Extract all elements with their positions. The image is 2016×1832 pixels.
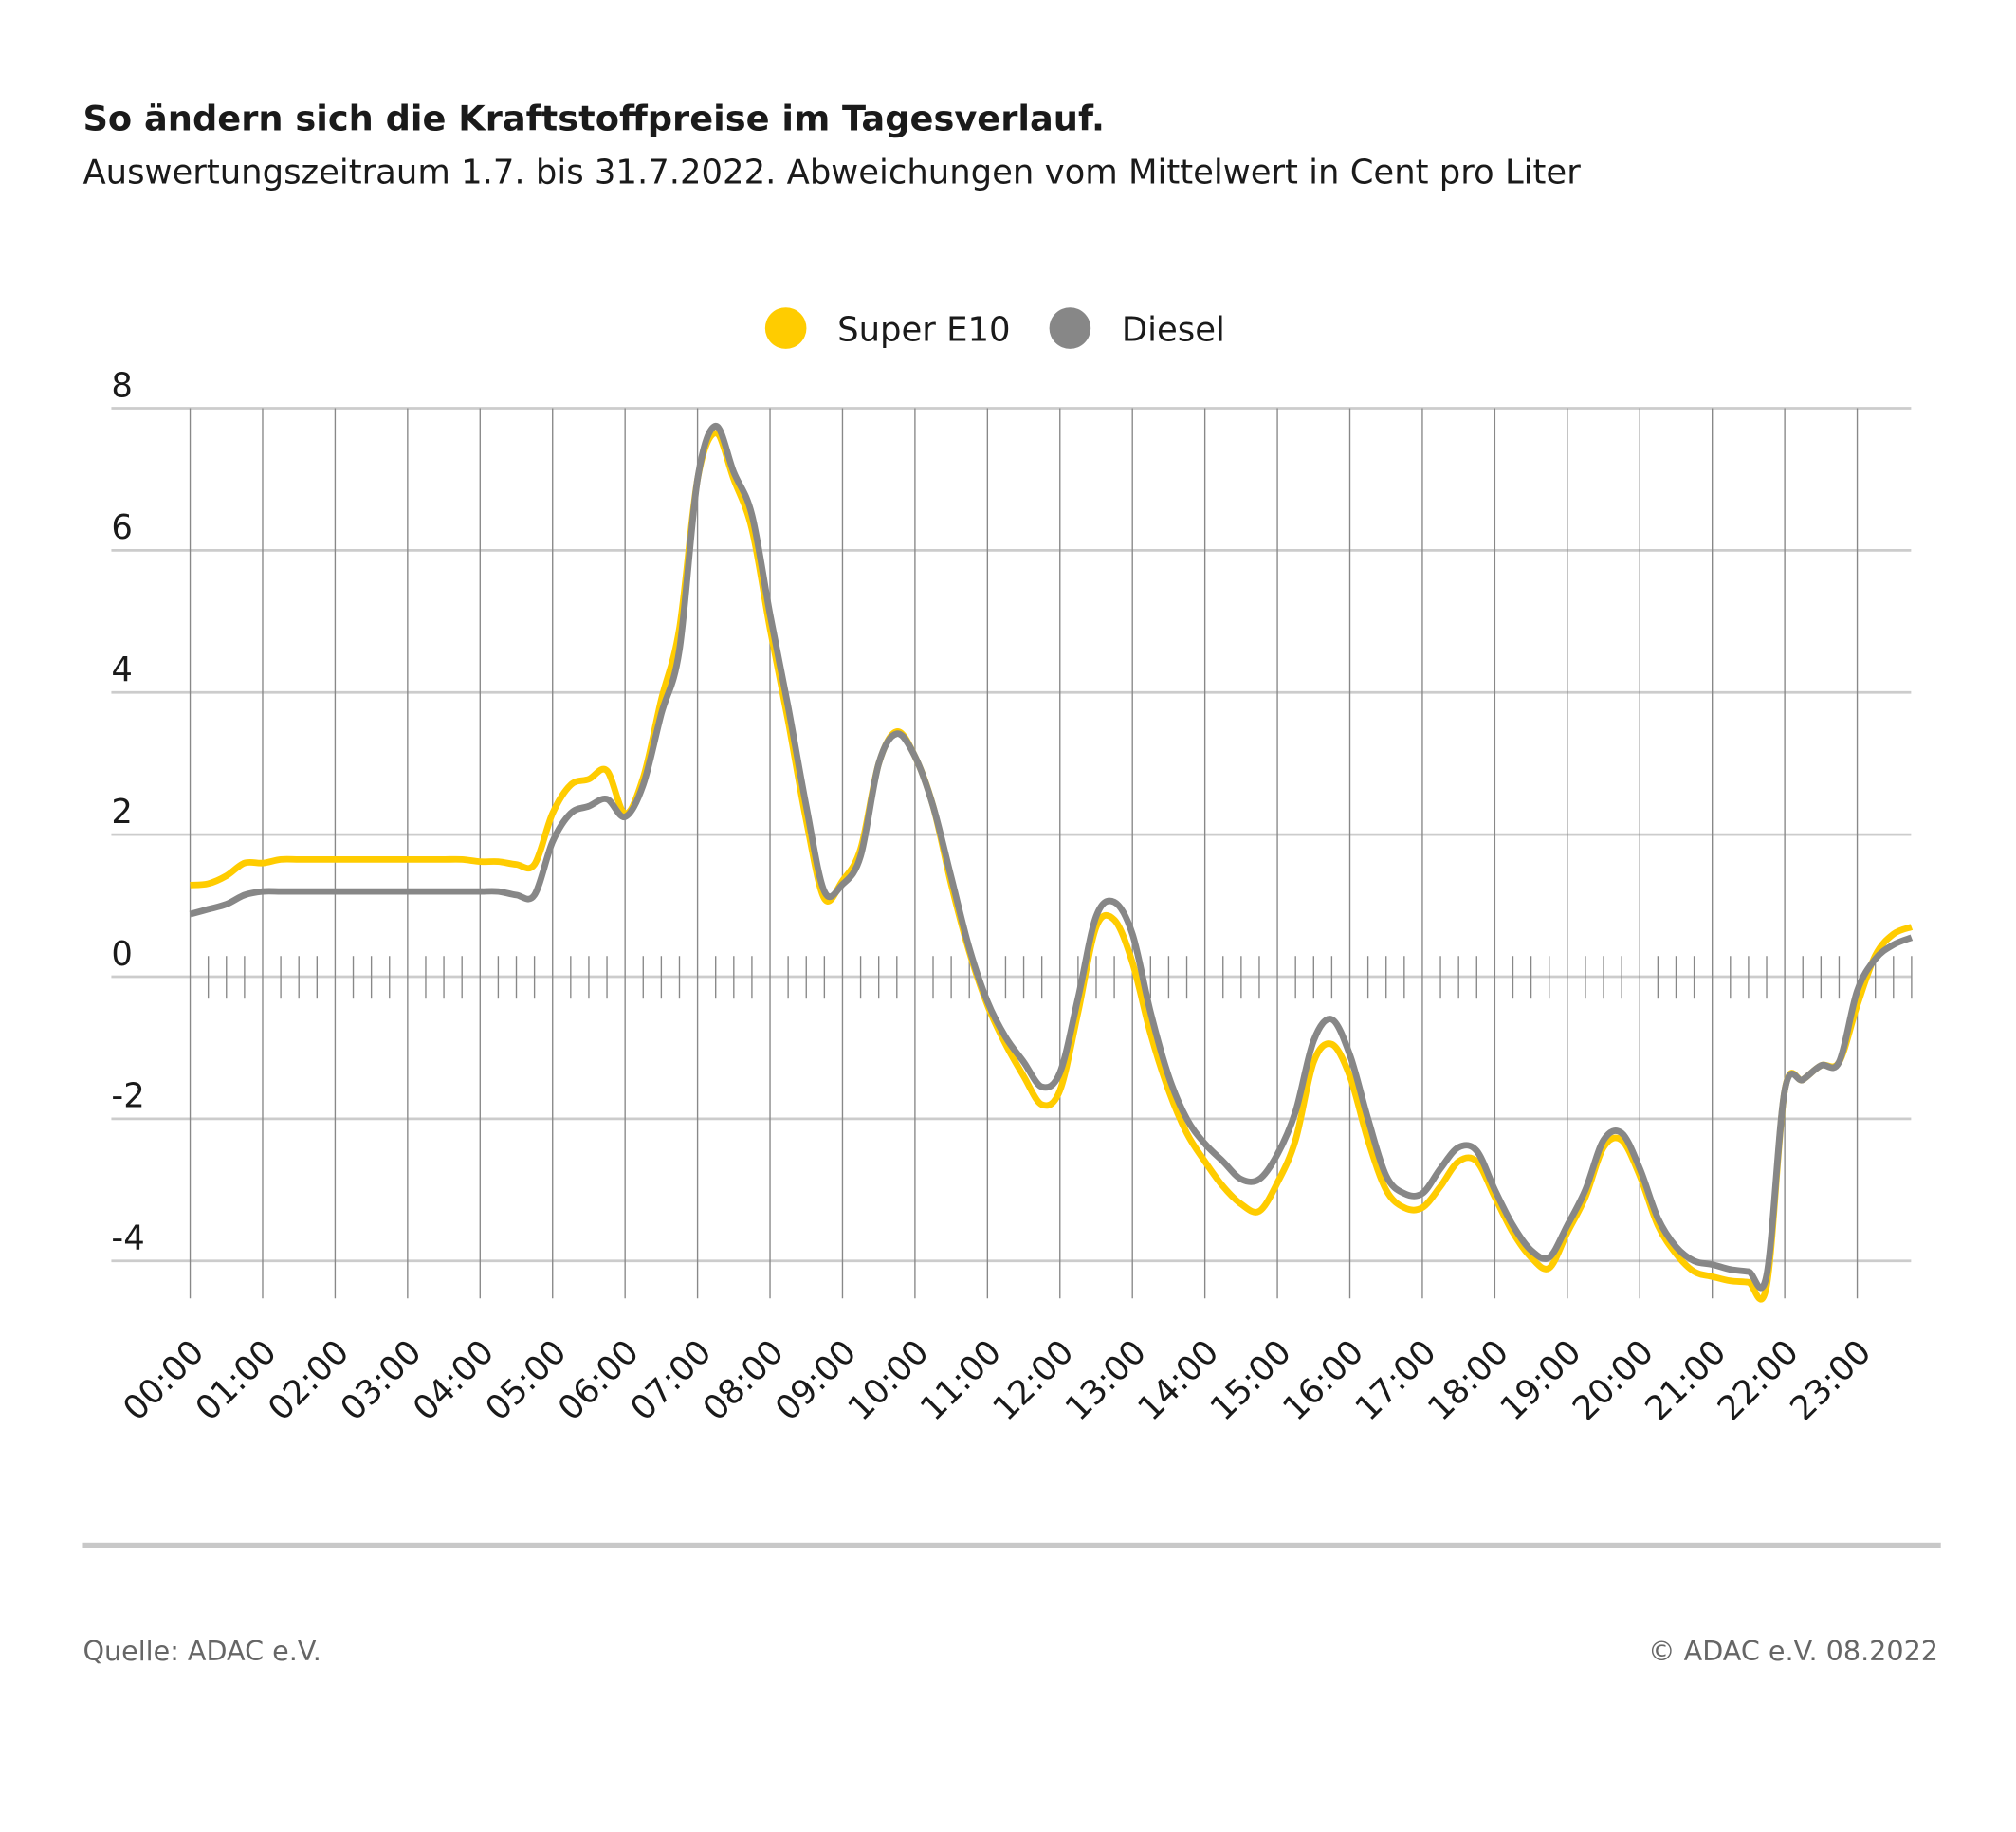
x-tick-label: 20:00 (1566, 1332, 1661, 1428)
x-tick-label: 15:00 (1203, 1332, 1299, 1428)
x-tick-label: 08:00 (696, 1332, 792, 1428)
y-tick-label: 6 (111, 508, 133, 547)
copyright-note: © ADAC e.V. 08.2022 (1648, 1635, 1938, 1667)
y-tick-label: -4 (111, 1219, 144, 1258)
x-tick-label: 21:00 (1638, 1332, 1733, 1428)
series-lines (189, 422, 1914, 1303)
legend-marker-diesel (1049, 307, 1091, 349)
x-axis: 00:0001:0002:0003:0004:0005:0006:0007:00… (116, 1332, 1879, 1428)
series-line-diesel (189, 422, 1914, 1292)
y-tick-label: -2 (111, 1077, 144, 1116)
y-tick-label: 2 (111, 793, 133, 832)
x-tick-label: 19:00 (1493, 1332, 1588, 1428)
x-tick-label: 05:00 (478, 1332, 574, 1428)
x-tick-label: 00:00 (116, 1332, 211, 1428)
x-tick-label: 09:00 (768, 1332, 864, 1428)
x-tick-label: 11:00 (913, 1332, 1009, 1428)
legend: Super E10 Diesel (764, 307, 1225, 350)
x-tick-label: 17:00 (1348, 1332, 1444, 1428)
chart-subtitle: Auswertungszeitraum 1.7. bis 31.7.2022. … (82, 153, 1581, 192)
chart-title: So ändern sich die Kraftstoffpreise im T… (82, 99, 1104, 139)
y-tick-label: 0 (111, 935, 133, 974)
x-tick-label: 03:00 (333, 1332, 429, 1428)
legend-label-diesel: Diesel (1122, 311, 1225, 350)
x-tick-label: 18:00 (1420, 1332, 1516, 1428)
source-note: Quelle: ADAC e.V. (82, 1635, 321, 1667)
x-tick-label: 10:00 (840, 1332, 936, 1428)
x-tick-label: 12:00 (985, 1332, 1081, 1428)
footer-divider (82, 1542, 1941, 1548)
legend-label-super-e10: Super E10 (837, 311, 1010, 350)
x-tick-label: 02:00 (261, 1332, 357, 1428)
x-tick-label: 07:00 (623, 1332, 719, 1428)
x-tick-label: 16:00 (1275, 1332, 1371, 1428)
legend-marker-super-e10 (764, 307, 807, 349)
x-tick-label: 01:00 (189, 1332, 284, 1428)
x-tick-label: 14:00 (1130, 1332, 1226, 1428)
y-tick-label: 8 (111, 366, 133, 405)
x-tick-label: 06:00 (551, 1332, 647, 1428)
x-tick-label: 23:00 (1783, 1332, 1879, 1428)
x-tick-label: 13:00 (1058, 1332, 1154, 1428)
y-axis: 8 6 4 2 0 -2 -4 (111, 366, 144, 1257)
x-tick-label: 04:00 (406, 1332, 502, 1428)
grid (111, 407, 1913, 1299)
y-tick-label: 4 (111, 650, 133, 689)
x-tick-label: 22:00 (1711, 1332, 1806, 1428)
series-line-super-e10 (190, 430, 1914, 1303)
